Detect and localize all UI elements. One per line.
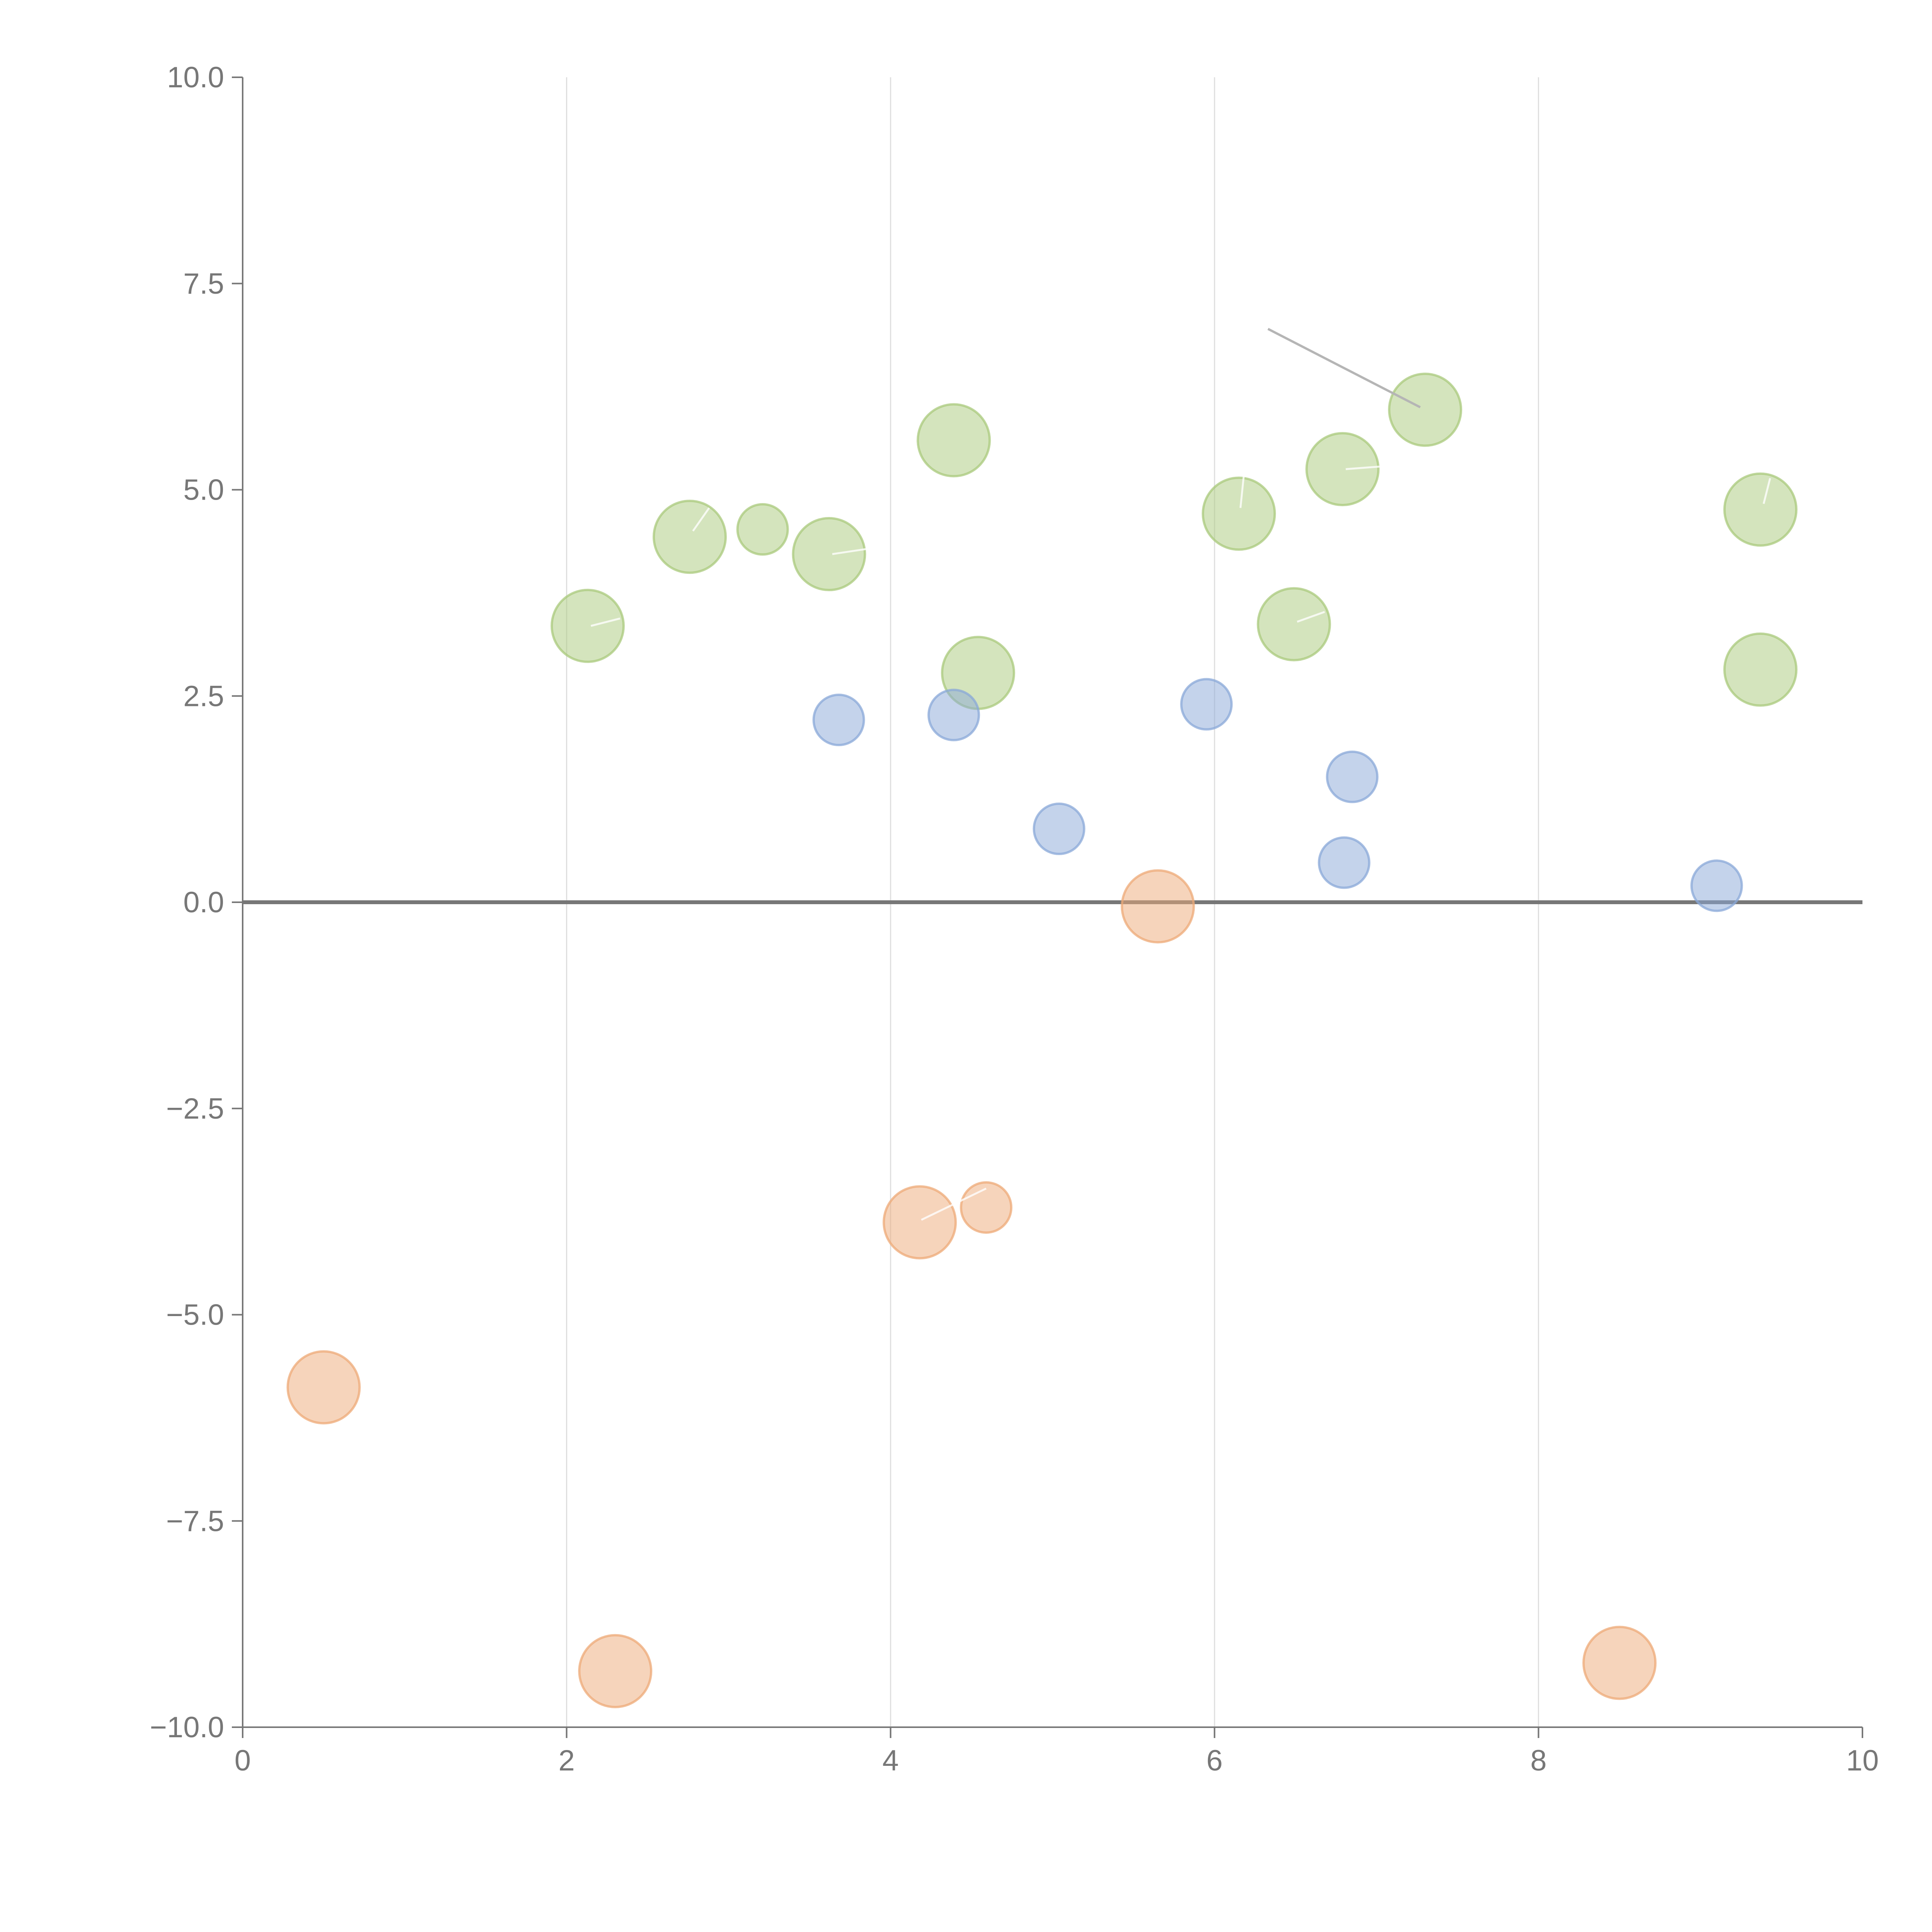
leader-line	[692, 507, 710, 532]
plot-area	[286, 372, 1798, 1708]
bubble-point	[578, 1634, 653, 1708]
leader-line	[590, 617, 621, 627]
x-tick-label: 6	[1206, 1744, 1223, 1777]
bubble-point	[1305, 432, 1380, 507]
bubble-point	[1121, 869, 1195, 944]
annotations	[590, 328, 1771, 1221]
bubble-point	[883, 1185, 957, 1260]
bubble-point	[960, 1181, 1013, 1234]
leader-line	[1762, 478, 1771, 504]
callout-line	[1267, 328, 1421, 408]
bubble-point	[1032, 802, 1085, 855]
y-tick-label: 2.5	[183, 680, 224, 713]
y-tick-label: 7.5	[183, 267, 224, 300]
bubble-point	[1318, 836, 1371, 889]
bubble-point	[1723, 472, 1798, 547]
y-tick-label: −10.0	[150, 1711, 224, 1744]
x-tick-label: 10	[1846, 1744, 1879, 1777]
y-tick-label: −7.5	[166, 1505, 224, 1537]
series-orange	[286, 869, 1657, 1708]
x-tick-label: 8	[1530, 1744, 1546, 1777]
y-tick-label: 5.0	[183, 474, 224, 507]
bubble-point	[927, 689, 980, 742]
series-blue	[812, 678, 1743, 912]
bubble-point	[652, 500, 727, 574]
series-green	[550, 372, 1798, 710]
bubble-point	[550, 588, 625, 663]
bubble-point	[1326, 750, 1379, 803]
y-tick-label: 0.0	[183, 886, 224, 919]
y-tick-label: −5.0	[166, 1299, 224, 1332]
x-tick-label: 4	[883, 1744, 899, 1777]
bubble-point	[1257, 587, 1331, 662]
leader-line	[921, 1187, 987, 1221]
bubble-point	[1388, 372, 1463, 447]
bubble-point	[917, 403, 991, 478]
x-tick-label: 0	[235, 1744, 251, 1777]
y-tick-label: 10.0	[167, 61, 224, 94]
x-tick-label: 2	[558, 1744, 575, 1777]
bubble-point	[286, 1350, 361, 1425]
leader-line	[1297, 611, 1325, 623]
bubble-point	[1690, 859, 1743, 912]
leader-line	[832, 545, 888, 555]
bubble-point	[812, 694, 865, 747]
axes: 10.0 7.5 5.0 2.5 0.0 −2.5 −5.0 −7.5 −10.0 0 2 4 6 8 10	[150, 61, 1879, 1777]
y-tick-label: −2.5	[166, 1092, 224, 1125]
bubble-point	[1180, 678, 1233, 731]
bubble-point	[792, 517, 866, 592]
leader-line	[1239, 476, 1245, 508]
bubble-point	[1582, 1626, 1657, 1700]
bubble-point	[1202, 476, 1276, 551]
leader-line	[1345, 465, 1390, 470]
bubble-point	[1723, 632, 1798, 707]
bubble-point	[736, 503, 789, 556]
